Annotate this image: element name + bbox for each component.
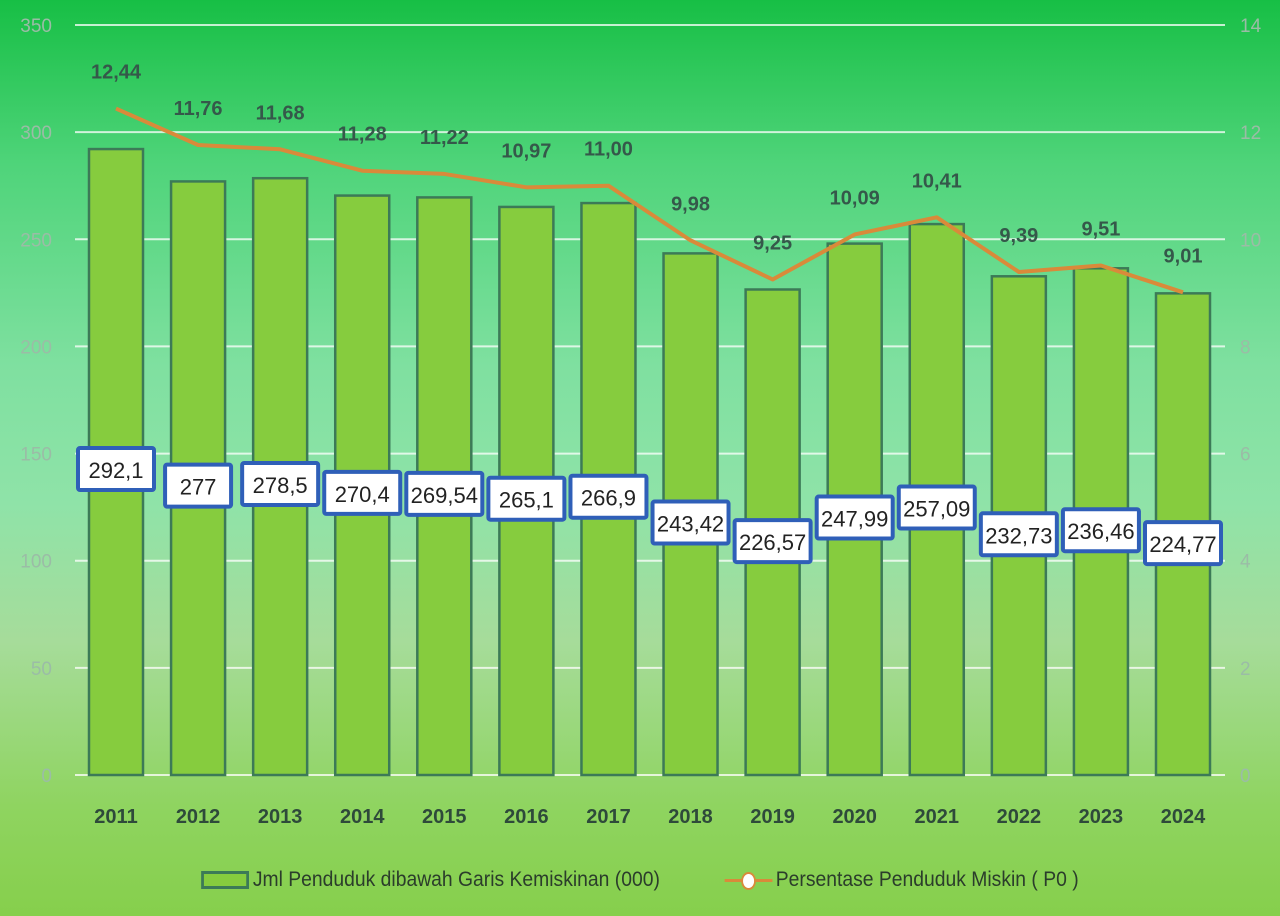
x-tick-label: 2020 bbox=[832, 806, 877, 828]
percentage-data-label: 11,68 bbox=[256, 102, 305, 124]
right-tick-label: 14 bbox=[1240, 16, 1262, 37]
bar-data-label-box bbox=[404, 470, 485, 517]
left-tick-label: 150 bbox=[20, 445, 52, 466]
legend-label: Jml Penduduk dibawah Garis Kemiskinan (0… bbox=[252, 868, 660, 891]
bar-data-label: 224,77 bbox=[1149, 532, 1216, 557]
bar-data-label-box bbox=[1143, 520, 1223, 567]
percentage-data-label: 12,44 bbox=[91, 62, 142, 84]
bar-data-label: 243,42 bbox=[657, 512, 724, 537]
left-tick-label: 200 bbox=[20, 337, 52, 358]
bar-data-label-box bbox=[322, 469, 403, 516]
right-tick-label: 8 bbox=[1240, 337, 1251, 358]
percentage-data-label: 11,76 bbox=[174, 98, 223, 120]
legend-label: Persentase Penduduk Miskin ( P0 ) bbox=[775, 868, 1079, 891]
left-tick-label: 250 bbox=[20, 230, 52, 251]
bar-data-label: 292,1 bbox=[88, 458, 143, 483]
x-tick-label: 2019 bbox=[750, 806, 795, 828]
right-tick-label: 2 bbox=[1240, 659, 1251, 680]
bar-data-label-box bbox=[896, 484, 977, 531]
x-tick-label: 2023 bbox=[1079, 806, 1124, 828]
right-tick-label: 0 bbox=[1240, 766, 1251, 787]
percentage-data-label: 10,41 bbox=[912, 170, 962, 192]
left-tick-label: 0 bbox=[41, 766, 52, 787]
x-tick-label: 2012 bbox=[176, 806, 221, 828]
bar-data-label-box bbox=[163, 462, 234, 509]
bar-data-label: 236,46 bbox=[1067, 519, 1134, 544]
x-tick-label: 2011 bbox=[94, 806, 137, 828]
bar-data-label-box bbox=[486, 475, 567, 522]
bar-data-label: 247,99 bbox=[821, 507, 888, 532]
left-tick-label: 50 bbox=[31, 659, 52, 680]
percentage-data-label: 11,22 bbox=[420, 127, 469, 149]
percentage-data-label: 9,51 bbox=[1081, 219, 1120, 241]
bar-data-label-box bbox=[732, 518, 813, 565]
right-tick-label: 4 bbox=[1240, 552, 1251, 573]
legend-item-bar: Jml Penduduk dibawah Garis Kemiskinan (0… bbox=[201, 868, 660, 892]
bar-data-label-box bbox=[814, 494, 895, 541]
x-tick-label: 2016 bbox=[504, 806, 549, 828]
bar-data-label-box bbox=[1060, 507, 1141, 554]
x-tick-label: 2014 bbox=[340, 806, 385, 828]
right-tick-label: 10 bbox=[1240, 230, 1261, 251]
legend: Jml Penduduk dibawah Garis Kemiskinan (0… bbox=[51, 868, 1229, 892]
bar-data-label-box bbox=[76, 446, 156, 492]
legend-line-swatch bbox=[724, 871, 773, 890]
legend-item-line: Persentase Penduduk Miskin ( P0 ) bbox=[724, 868, 1079, 892]
legend-bar-swatch bbox=[201, 871, 250, 889]
left-tick-label: 300 bbox=[20, 123, 52, 144]
bar-data-label: 270,4 bbox=[335, 482, 390, 507]
x-tick-label: 2022 bbox=[997, 806, 1042, 828]
bar-data-label-box bbox=[240, 460, 321, 507]
bar-data-label: 266,9 bbox=[581, 486, 636, 511]
percentage-line bbox=[115, 106, 1184, 295]
percentage-data-label: 11,28 bbox=[338, 124, 387, 146]
bar-data-label-box bbox=[978, 511, 1059, 558]
percentage-data-label: 10,97 bbox=[501, 140, 551, 162]
x-tick-label: 2013 bbox=[258, 806, 303, 828]
bar-data-label-box bbox=[568, 473, 649, 520]
left-tick-label: 350 bbox=[20, 16, 52, 37]
bar-data-label: 232,73 bbox=[985, 523, 1052, 548]
x-tick-label: 2024 bbox=[1161, 806, 1206, 828]
right-tick-label: 12 bbox=[1240, 123, 1261, 144]
x-tick-label: 2015 bbox=[422, 806, 467, 828]
bar-data-label: 277 bbox=[180, 475, 217, 500]
percentage-data-label: 9,39 bbox=[999, 225, 1038, 247]
bar-data-label: 278,5 bbox=[253, 473, 308, 498]
percentage-data-label: 9,01 bbox=[1164, 245, 1203, 267]
percentage-data-label: 9,25 bbox=[753, 232, 792, 254]
bar-data-label: 269,54 bbox=[411, 483, 478, 508]
percentage-data-label: 11,00 bbox=[584, 139, 633, 161]
left-tick-label: 100 bbox=[20, 552, 52, 573]
bar-data-label: 257,09 bbox=[903, 497, 970, 522]
x-tick-label: 2021 bbox=[915, 806, 960, 828]
right-tick-label: 6 bbox=[1240, 445, 1251, 466]
bar-data-label-box bbox=[650, 499, 731, 546]
percentage-data-label: 9,98 bbox=[671, 193, 710, 215]
bar-data-label: 265,1 bbox=[499, 488, 554, 513]
percentage-data-label: 10,09 bbox=[830, 187, 880, 209]
x-tick-label: 2017 bbox=[586, 806, 631, 828]
bar-data-label: 226,57 bbox=[739, 530, 806, 555]
x-tick-label: 2018 bbox=[668, 806, 713, 828]
